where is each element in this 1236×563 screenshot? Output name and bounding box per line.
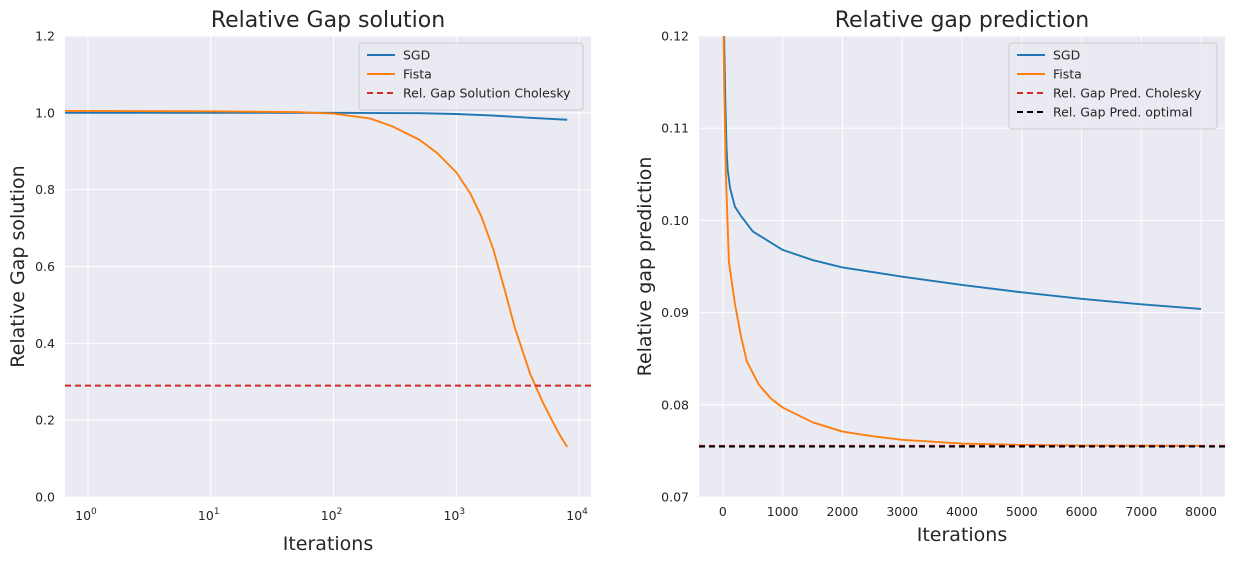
- x-tick-label: 104: [566, 507, 588, 523]
- legend-label: Fista: [1053, 67, 1082, 82]
- chart-title: Relative Gap solution: [211, 8, 445, 33]
- y-tick-label: 0.09: [661, 305, 689, 320]
- y-tick-label: 0.11: [661, 121, 689, 136]
- series-sgd-line: [65, 111, 568, 121]
- y-tick-label: 0.10: [661, 213, 689, 228]
- legend-label: SGD: [403, 48, 430, 63]
- legend-label: Rel. Gap Pred. optimal: [1053, 105, 1193, 120]
- x-tick-label: 4000: [946, 504, 978, 519]
- y-axis-label: Relative Gap solution: [7, 165, 29, 367]
- chart-1: 100 101 102 103 104 0.0 0.2 0.4 0.6 0.8 1.0 1.2 Rela…: [7, 8, 591, 555]
- x-tick-label: 100: [75, 507, 97, 523]
- x-tick-label: 5000: [1006, 504, 1038, 519]
- chart-title: Relative gap prediction: [835, 8, 1090, 33]
- y-tick-label: 1.0: [35, 105, 55, 120]
- series-group: [699, 36, 1225, 448]
- x-tick-label: 1000: [767, 504, 799, 519]
- x-axis-label: Iterations: [917, 524, 1008, 546]
- legend-box: [358, 42, 584, 111]
- y-tick-label: 0.2: [35, 413, 55, 428]
- legend-label: SGD: [1053, 48, 1080, 63]
- y-tick-label: 0.08: [661, 397, 689, 412]
- x-tick-label: 0: [719, 504, 727, 519]
- legend-label: Rel. Gap Pred. Cholesky: [1053, 86, 1202, 101]
- y-tick-label: 0.8: [35, 182, 55, 197]
- y-tick-label: 0.0: [35, 490, 55, 505]
- legend: SGD Fista Rel. Gap Solution Cholesky: [358, 42, 584, 111]
- series-fista-line: [65, 109, 569, 448]
- series-fista-line: [722, 36, 1202, 447]
- y-tick-label: 0.12: [661, 29, 689, 44]
- x-tick-label: 102: [321, 507, 343, 523]
- y-tick-label: 0.07: [661, 490, 689, 505]
- y-tick-label: 1.2: [35, 29, 55, 44]
- legend-box: [1008, 42, 1218, 130]
- y-tick-label: 0.6: [35, 259, 55, 274]
- x-tick-label: 3000: [886, 504, 918, 519]
- legend: SGD Fista Rel. Gap Pred. Cholesky Rel. Gap …: [1008, 42, 1218, 130]
- y-tick-label: 0.4: [35, 336, 55, 351]
- series-sgd-line: [723, 36, 1202, 310]
- y-axis-label: Relative gap prediction: [634, 157, 656, 377]
- series-group: [65, 109, 591, 448]
- x-tick-label: 7000: [1125, 504, 1157, 519]
- legend-label: Rel. Gap Solution Cholesky: [403, 86, 571, 101]
- x-tick-label: 101: [198, 507, 220, 523]
- chart-2: 0 1000 2000 3000 4000 5000 6000 7000 8000 0.07 0.0…: [634, 8, 1225, 546]
- x-tick-label: 8000: [1185, 504, 1217, 519]
- x-axis-label: Iterations: [283, 533, 374, 555]
- x-tick-label: 6000: [1066, 504, 1098, 519]
- legend-label: Fista: [403, 67, 432, 82]
- x-tick-label: 103: [443, 507, 465, 523]
- x-tick-label: 2000: [827, 504, 859, 519]
